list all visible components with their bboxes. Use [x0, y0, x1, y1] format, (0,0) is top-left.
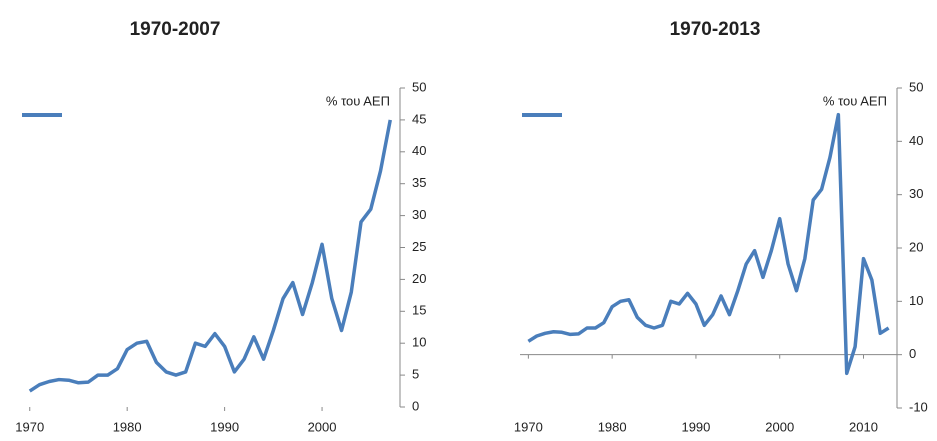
y-tick-label: 0: [412, 398, 419, 413]
chart-title: 1970-2007: [130, 19, 221, 40]
y-axis-label: % του ΑΕΠ: [326, 93, 390, 108]
x-tick-label: 2000: [308, 419, 337, 434]
y-axis-label: % του ΑΕΠ: [823, 93, 887, 108]
y-tick-label: 5: [412, 367, 419, 382]
x-tick-label: 1970: [514, 419, 543, 434]
y-tick-label: 20: [412, 271, 426, 286]
x-tick-label: 2010: [849, 419, 878, 434]
y-tick-label: -10: [909, 399, 928, 414]
chart-title: 1970-2013: [670, 19, 761, 40]
x-tick-label: 1970: [15, 419, 44, 434]
x-tick-label: 2000: [765, 419, 794, 434]
y-tick-label: 0: [909, 346, 916, 361]
y-tick-label: 10: [412, 335, 426, 350]
x-tick-label: 1990: [681, 419, 710, 434]
x-tick-label: 1980: [598, 419, 627, 434]
y-tick-label: 50: [412, 79, 426, 94]
data-line: [527, 112, 890, 376]
x-tick-label: 1980: [113, 419, 142, 434]
y-tick-label: 30: [412, 207, 426, 222]
y-tick-label: 15: [412, 303, 426, 318]
y-tick-label: 45: [412, 111, 426, 126]
y-tick-label: 40: [909, 133, 923, 148]
y-tick-label: 50: [909, 79, 923, 94]
y-tick-label: 10: [909, 293, 923, 308]
y-tick-label: 40: [412, 143, 426, 158]
data-line: [28, 119, 392, 393]
x-tick-label: 1990: [210, 419, 239, 434]
y-tick-label: 25: [412, 239, 426, 254]
y-tick-label: 35: [412, 175, 426, 190]
y-tick-label: 20: [909, 239, 923, 254]
y-tick-label: 30: [909, 186, 923, 201]
